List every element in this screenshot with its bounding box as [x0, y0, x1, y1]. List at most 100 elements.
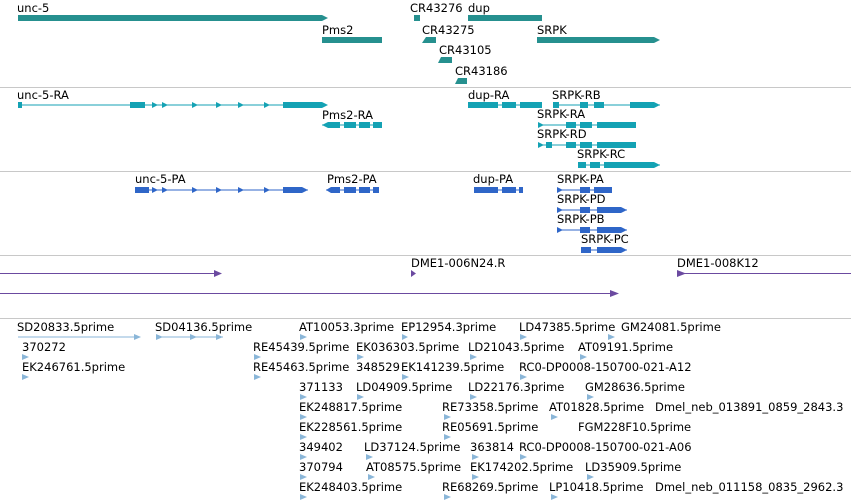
est-glyph[interactable] — [402, 334, 408, 340]
est-glyph[interactable] — [520, 374, 527, 380]
dup-pa-glyph[interactable] — [474, 187, 523, 193]
est-glyph[interactable] — [551, 414, 558, 420]
est-label: LD22176.3prime — [468, 380, 565, 394]
est-glyph[interactable] — [368, 474, 375, 480]
srpk-pb-glyph[interactable] — [557, 227, 627, 233]
pms2-ra-glyph[interactable] — [322, 122, 382, 128]
protein-label: SRPK-PC — [581, 232, 629, 246]
cr43105-gene-glyph[interactable] — [438, 57, 452, 63]
est-label: FGM228F10.5prime — [578, 420, 692, 434]
est-label: EP12954.3prime — [401, 320, 497, 334]
est-label: AT09191.5prime — [578, 340, 674, 354]
est-label: 348529 — [356, 360, 400, 374]
srpk-gene-glyph[interactable] — [537, 37, 660, 43]
est-label: AT10053.3prime — [299, 320, 395, 334]
est-glyph[interactable] — [520, 334, 527, 340]
srpk-rd-glyph[interactable] — [538, 142, 636, 148]
clone-glyph[interactable] — [411, 270, 416, 277]
est-glyph[interactable] — [300, 394, 307, 400]
est-label: SD04136.5prime — [155, 320, 253, 334]
protein-label: SRPK-PA — [557, 172, 604, 186]
dup-ra-glyph[interactable] — [468, 102, 542, 108]
clone-glyphs — [0, 270, 851, 297]
cr43275-gene-glyph[interactable] — [422, 37, 436, 43]
est-label: AT08575.5prime — [366, 460, 462, 474]
est-glyph[interactable] — [608, 334, 615, 340]
clone-track: DME1-006N24.R DME1-008K12 — [0, 256, 851, 318]
est-glyph[interactable] — [254, 374, 261, 380]
est-glyph[interactable] — [300, 454, 307, 460]
srpk-pa-glyph[interactable] — [557, 187, 612, 193]
gene-label: CR43275 — [422, 23, 475, 37]
transcript-label: unc-5-RA — [17, 88, 69, 102]
srpk-ra-glyph[interactable] — [538, 122, 636, 128]
est-glyph[interactable] — [300, 334, 307, 340]
est-glyph[interactable] — [580, 354, 587, 360]
est-glyph[interactable] — [366, 454, 373, 460]
clone-glyph[interactable] — [0, 290, 619, 297]
gene-label: CR43186 — [455, 64, 508, 78]
protein-track: unc-5-PA Pms2-PA dup-PA SRPK-PA SRPK-PD … — [0, 172, 851, 255]
srpk-rc-glyph[interactable] — [578, 162, 660, 168]
protein-label: SRPK-PB — [557, 212, 605, 226]
unc-5-pa-glyph[interactable] — [135, 187, 308, 193]
protein-label: dup-PA — [473, 172, 514, 186]
srpk-rb-glyph[interactable] — [553, 102, 660, 108]
est-glyph[interactable] — [444, 414, 451, 420]
est-glyph[interactable] — [300, 434, 307, 440]
protein-label: Pms2-PA — [327, 172, 377, 186]
pms2-pa-glyph[interactable] — [326, 187, 379, 193]
est-glyph[interactable] — [300, 474, 307, 480]
protein-label: SRPK-PD — [557, 192, 606, 206]
est-glyph[interactable] — [22, 374, 29, 380]
est-glyph[interactable] — [587, 394, 594, 400]
clone-glyph[interactable] — [677, 270, 851, 277]
gene-track: unc-5 Pms2 CR43276 dup CR43275 SRPK CR43… — [0, 0, 851, 87]
est-label: RC0-DP0008-150700-021-A06 — [519, 440, 692, 454]
est-label: RE45463.5prime — [253, 360, 350, 374]
est-glyph[interactable] — [472, 454, 479, 460]
clone-glyph[interactable] — [0, 270, 222, 277]
srpk-pc-glyph[interactable] — [581, 247, 627, 253]
gene-label: CR43105 — [439, 43, 492, 57]
protein-glyphs — [135, 187, 627, 253]
unc-5-gene-glyph[interactable] — [18, 15, 328, 21]
est-label: LD47385.5prime — [519, 320, 616, 334]
est-label: LD37124.5prime — [364, 440, 461, 454]
est-glyph[interactable] — [444, 434, 451, 440]
est-glyph[interactable] — [470, 354, 477, 360]
est-label: LD04909.5prime — [356, 380, 453, 394]
est-glyph[interactable] — [300, 494, 307, 500]
est-glyph[interactable] — [472, 474, 479, 480]
est-glyph[interactable] — [551, 494, 558, 500]
transcript-label: dup-RA — [468, 88, 510, 102]
est-label: EK141239.5prime — [401, 360, 505, 374]
est-glyph[interactable] — [18, 334, 141, 340]
gene-label: unc-5 — [17, 1, 50, 15]
est-label: RE73358.5prime — [442, 400, 539, 414]
est-glyph[interactable] — [587, 474, 594, 480]
cr43186-gene-glyph[interactable] — [455, 78, 467, 84]
pms2-gene-glyph[interactable] — [322, 37, 382, 43]
est-glyph[interactable] — [444, 494, 451, 500]
gene-label: CR43276 — [410, 1, 463, 15]
cr43276-gene-glyph[interactable] — [414, 15, 420, 21]
transcript-label: Pms2-RA — [322, 108, 373, 122]
est-glyph[interactable] — [300, 414, 307, 420]
srpk-pd-glyph[interactable] — [557, 207, 627, 213]
est-glyph[interactable] — [402, 374, 409, 380]
unc-5-ra-glyph[interactable] — [18, 102, 328, 108]
est-track: SD20833.5prime SD04136.5prime AT10053.3p… — [0, 319, 851, 503]
est-glyph[interactable] — [156, 334, 223, 340]
est-glyph[interactable] — [520, 454, 527, 460]
track-divider — [0, 255, 851, 256]
est-glyph[interactable] — [470, 394, 477, 400]
est-glyph[interactable] — [357, 394, 364, 400]
dup-gene-glyph[interactable] — [468, 15, 542, 21]
est-label: RE45439.5prime — [253, 340, 350, 354]
gene-label: Pms2 — [322, 23, 354, 37]
est-glyph[interactable] — [22, 354, 29, 360]
est-glyph[interactable] — [254, 354, 261, 360]
est-glyph[interactable] — [357, 354, 364, 360]
